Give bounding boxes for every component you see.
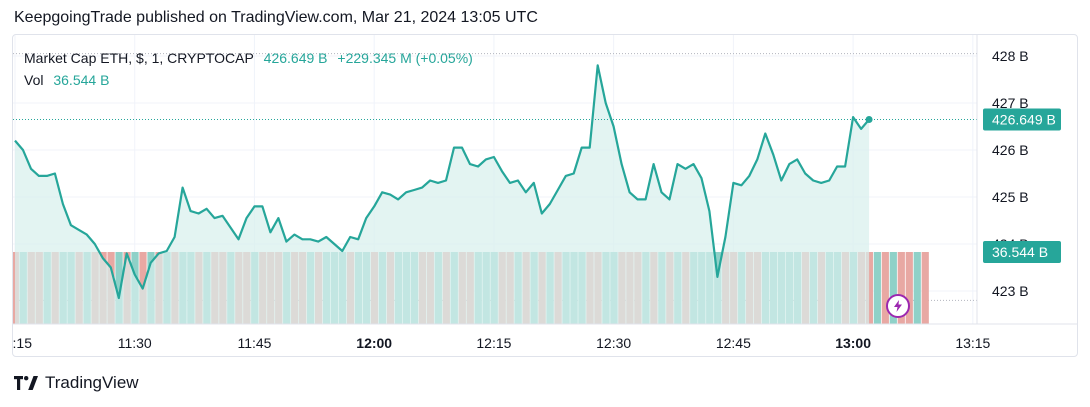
legend-last-value: 426.649 B [263, 50, 328, 66]
chart-legend: Market Cap ETH, $, 1, CRYPTOCAP 426.649 … [24, 47, 479, 91]
lightning-bolt-glyph [894, 300, 902, 312]
legend-volume-row: Vol 36.544 B [24, 69, 479, 91]
volume-bar [865, 252, 873, 324]
volume-bar [889, 252, 897, 324]
tradingview-brand[interactable]: TradingView [14, 373, 139, 393]
x-tick-label: 13:15 [955, 335, 990, 351]
price-badge: 426.649 B [983, 108, 1061, 131]
x-tick-label: 11:15 [13, 335, 32, 351]
y-tick-label: 427 B [992, 95, 1029, 111]
x-tick-label: 12:45 [716, 335, 751, 351]
volume-bar [881, 252, 889, 324]
y-tick-label: 423 B [992, 283, 1029, 299]
legend-change: +229.345 M (+0.05%) [337, 50, 473, 66]
volume-bar [897, 252, 905, 324]
legend-price-row: Market Cap ETH, $, 1, CRYPTOCAP 426.649 … [24, 47, 479, 69]
price-badge-label: 426.649 B [992, 111, 1056, 127]
legend-volume-label[interactable]: Vol [24, 72, 44, 88]
price-line [14, 64, 870, 300]
volume-bar [873, 252, 881, 324]
x-tick-label: 11:30 [118, 335, 152, 351]
tradingview-brand-label: TradingView [45, 373, 139, 392]
x-tick-label: 13:00 [835, 335, 871, 351]
publish-header: KeepgoingTrade published on TradingView.… [14, 9, 538, 26]
volume-bar [913, 252, 921, 324]
price-badge-bg [983, 108, 1061, 131]
volume-bar [905, 252, 913, 324]
volume-badge-bg [983, 241, 1061, 263]
volume-badge: 36.544 B [983, 241, 1061, 263]
lightning-bolt-icon[interactable] [886, 294, 910, 318]
volume-badge-label: 36.544 B [992, 244, 1048, 260]
y-tick-label: 426 B [992, 142, 1029, 158]
volume-bar [921, 252, 929, 324]
x-tick-label: 12:30 [596, 335, 631, 351]
price-area [15, 65, 870, 325]
x-tick-label: 12:15 [476, 335, 511, 351]
legend-volume-value: 36.544 B [53, 72, 110, 88]
x-tick-label: 12:00 [356, 335, 392, 351]
legend-symbol[interactable]: Market Cap ETH, $, 1, CRYPTOCAP [24, 50, 254, 66]
y-tick-label: 428 B [992, 48, 1029, 64]
y-tick-label: 425 B [992, 189, 1029, 205]
x-tick-label: 11:45 [237, 335, 271, 351]
volume-bar [115, 252, 123, 324]
last-price-marker [865, 115, 873, 123]
tradingview-logo-icon [14, 376, 38, 390]
